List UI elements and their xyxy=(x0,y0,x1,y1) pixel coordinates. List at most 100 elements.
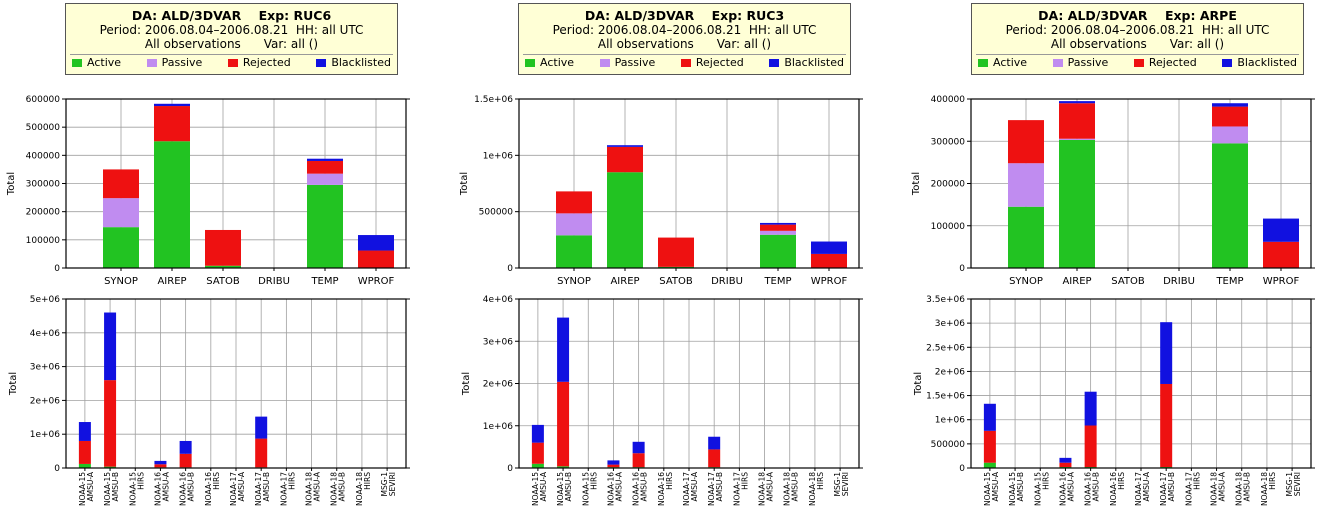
bar-passive-temp xyxy=(760,230,796,235)
bar-active-noaa-15-amsu-a xyxy=(983,462,996,468)
bar-rejected-airep xyxy=(607,146,643,173)
bar-rejected-noaa-16-amsu-b xyxy=(632,453,645,468)
y-tick-label: 3e+06 xyxy=(483,337,514,347)
plot-frame xyxy=(518,298,860,469)
x-tick-label: NOAA-15AMSU-A xyxy=(531,471,548,506)
bar-rejected-noaa-16-amsu-a xyxy=(1059,462,1072,468)
y-tick-label: 0 xyxy=(54,464,60,474)
plot-frame xyxy=(970,98,1312,269)
legend-rejected: Rejected xyxy=(227,56,291,69)
legend-active: Active xyxy=(72,56,121,69)
bar-blacklisted-noaa-16-amsu-a xyxy=(154,460,167,465)
x-tick-label: WPROF xyxy=(811,276,848,287)
x-tick-label: AIREP xyxy=(1062,276,1091,287)
bar-blacklisted-wprof xyxy=(811,241,847,254)
bar-rejected-synop xyxy=(103,169,139,199)
bar-blacklisted-noaa-15-amsu-b xyxy=(557,317,570,382)
bar-blacklisted-temp xyxy=(1212,103,1248,107)
bar-active-noaa-15-amsu-b xyxy=(104,466,117,468)
y-tick-label: 2.5e+06 xyxy=(926,343,965,353)
bar-active-airep xyxy=(607,172,643,268)
legend-passive-label: Passive xyxy=(1067,56,1109,69)
chart-2-1: 0 500000 1e+06 1.5e+06 2e+06 2.5e+06 3e+06 3.5e… xyxy=(913,295,1315,506)
x-tick-label: NOAA-15HIRS xyxy=(1033,472,1050,506)
bar-blacklisted-noaa-15-amsu-a xyxy=(983,403,996,431)
bar-active-temp xyxy=(760,234,796,268)
x-tick-label: NOAA-18AMSU-A xyxy=(305,471,322,506)
bar-rejected-wprof xyxy=(811,253,847,268)
blacklisted-swatch xyxy=(1222,58,1233,67)
bar-blacklisted-noaa-17-amsu-b xyxy=(255,416,268,439)
x-tick-label: NOAA-16HIRS xyxy=(657,472,674,506)
y-tick-label: 100000 xyxy=(26,236,61,246)
bar-rejected-wprof xyxy=(1263,241,1299,268)
legend: Active Passive Rejected Blacklisted xyxy=(972,55,1303,69)
bar-active-airep xyxy=(154,141,190,268)
y-tick-label: 200000 xyxy=(26,208,61,218)
bar-rejected-temp xyxy=(307,160,343,174)
legend-active-label: Active xyxy=(540,56,575,69)
x-tick-label: NOAA-18AMSU-A xyxy=(1210,471,1227,506)
bar-blacklisted-airep xyxy=(154,103,190,107)
bar-rejected-noaa-17-amsu-b xyxy=(1160,383,1173,468)
plot-frame xyxy=(970,298,1312,469)
y-tick-label: 2e+06 xyxy=(483,380,514,390)
y-tick-label: 1.5e+06 xyxy=(474,95,513,105)
legend-rejected: Rejected xyxy=(1133,56,1197,69)
x-tick-label: AIREP xyxy=(157,276,186,287)
y-tick-label: 300000 xyxy=(931,137,966,147)
x-tick-label: SATOB xyxy=(1111,276,1145,287)
x-tick-label: SATOB xyxy=(206,276,240,287)
x-tick-label: NOAA-17HIRS xyxy=(279,472,296,506)
x-tick-label: NOAA-15HIRS xyxy=(128,472,145,506)
passive-swatch xyxy=(1052,58,1063,67)
bar-blacklisted-airep xyxy=(607,145,643,147)
bar-rejected-satob xyxy=(658,237,694,267)
bar-active-temp xyxy=(1212,143,1248,268)
bar-rejected-noaa-17-amsu-b xyxy=(708,449,721,468)
bar-blacklisted-noaa-15-amsu-b xyxy=(104,312,117,381)
x-tick-label: WPROF xyxy=(1263,276,1300,287)
y-tick-label: 5e+06 xyxy=(30,295,61,305)
bar-rejected-satob xyxy=(205,229,241,266)
bar-rejected-noaa-16-amsu-a xyxy=(154,464,167,468)
y-tick-label: 1e+06 xyxy=(483,422,514,432)
header-obs-var: All observations Var: all () xyxy=(144,37,319,51)
x-tick-label: SYNOP xyxy=(1009,276,1043,287)
active-swatch xyxy=(72,58,82,67)
legend-rejected: Rejected xyxy=(680,56,744,69)
header-title: DA: ALD/3DVAR Exp: RUC3 xyxy=(584,8,785,23)
legend-active: Active xyxy=(525,56,574,69)
x-tick-label: DRIBU xyxy=(258,276,290,287)
bar-blacklisted-airep xyxy=(1059,101,1095,104)
x-tick-label: NOAA-18AMSU-A xyxy=(758,471,775,506)
active-swatch xyxy=(525,58,535,67)
bar-blacklisted-noaa-17-amsu-b xyxy=(708,436,721,450)
x-tick-label: NOAA-18AMSU-B xyxy=(1235,472,1252,506)
rejected-swatch xyxy=(680,58,691,67)
bar-blacklisted-noaa-16-amsu-a xyxy=(607,460,620,465)
passive-swatch xyxy=(146,58,157,67)
bar-active-temp xyxy=(307,184,343,268)
bar-blacklisted-temp xyxy=(307,158,343,161)
bar-rejected-noaa-15-amsu-a xyxy=(983,430,996,463)
chart-0-0: 0 100000 200000 300000 400000 500000 600000 SYN… xyxy=(6,95,410,287)
y-tick-label: 2e+06 xyxy=(935,367,966,377)
plot-frame xyxy=(518,98,860,269)
x-tick-label: DRIBU xyxy=(1163,276,1195,287)
y-axis-label: Total xyxy=(6,172,17,196)
bar-rejected-airep xyxy=(1059,103,1095,139)
y-tick-label: 200000 xyxy=(931,180,966,190)
y-tick-label: 1e+06 xyxy=(483,151,514,161)
y-tick-label: 0 xyxy=(507,464,513,474)
x-tick-label: NOAA-15AMSU-A xyxy=(983,471,1000,506)
x-tick-label: MSG-1SEVIRI xyxy=(380,472,397,497)
y-tick-label: 3.5e+06 xyxy=(926,295,965,305)
legend-passive: Passive xyxy=(146,56,202,69)
legend-blacklisted-label: Blacklisted xyxy=(331,56,391,69)
plot-frame xyxy=(65,298,407,469)
legend-blacklisted: Blacklisted xyxy=(316,56,391,69)
legend: Active Passive Rejected Blacklisted xyxy=(519,55,850,69)
bar-rejected-wprof xyxy=(358,250,394,268)
y-tick-label: 1.5e+06 xyxy=(926,392,965,402)
